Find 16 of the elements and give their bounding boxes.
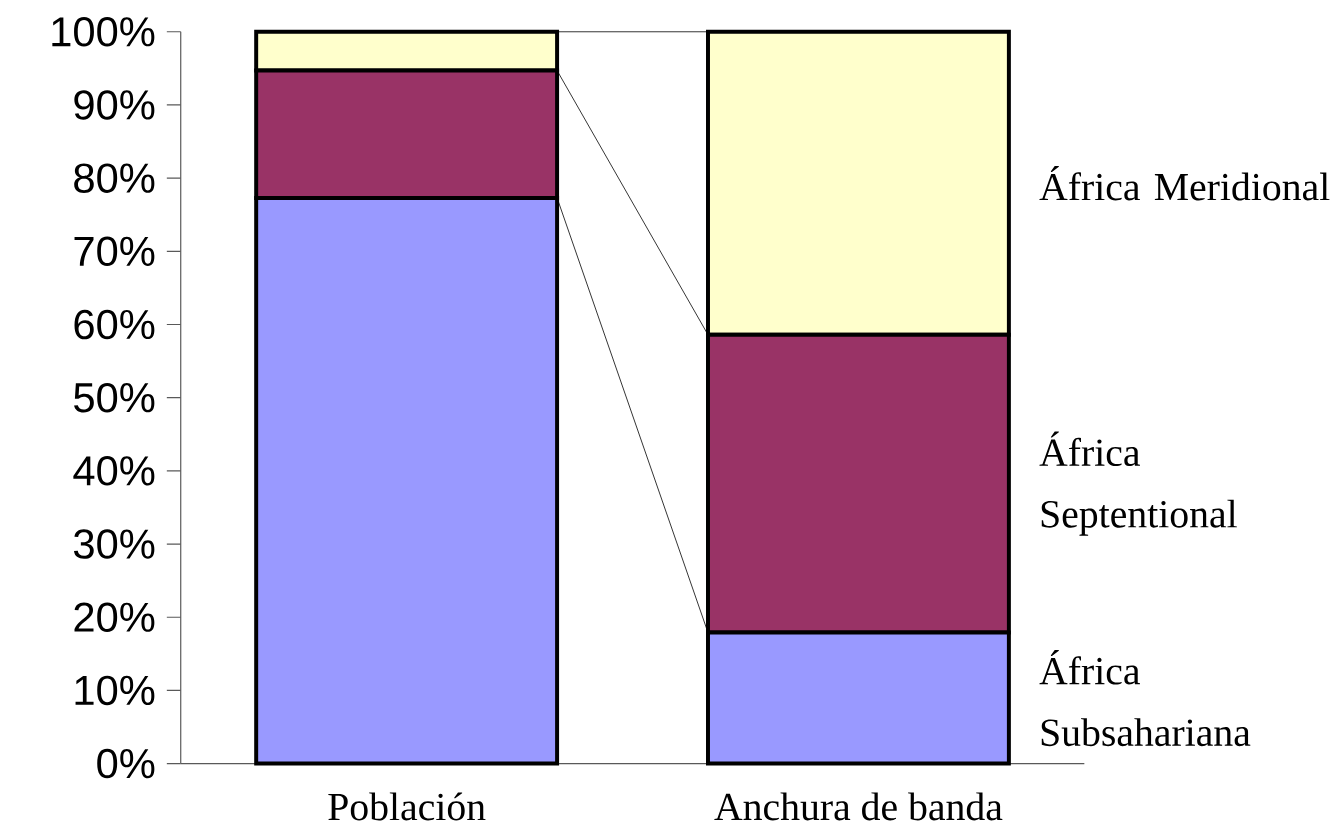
y-tick-label: 10%: [75, 675, 155, 706]
y-tick-label: 60%: [74, 309, 155, 340]
series-label: África Subsahariana: [1039, 650, 1251, 747]
y-tick-label: 0%: [97, 748, 155, 779]
x-tick-label: Población: [328, 792, 486, 821]
y-tick-label: 70%: [74, 236, 155, 267]
series-label: África Septentional: [1039, 431, 1237, 536]
series-label: África Meridional: [1039, 165, 1330, 201]
x-tick-label: Anchura de banda: [714, 792, 1003, 821]
y-tick-label: 100%: [52, 16, 155, 47]
y-tick-label: 30%: [73, 529, 155, 559]
y-tick-label: 80%: [74, 163, 155, 193]
y-tick-label: 20%: [74, 602, 155, 632]
y-tick-label: 90%: [74, 90, 155, 120]
y-tick-label: 50%: [74, 382, 155, 413]
y-tick-label: 40%: [73, 456, 155, 486]
